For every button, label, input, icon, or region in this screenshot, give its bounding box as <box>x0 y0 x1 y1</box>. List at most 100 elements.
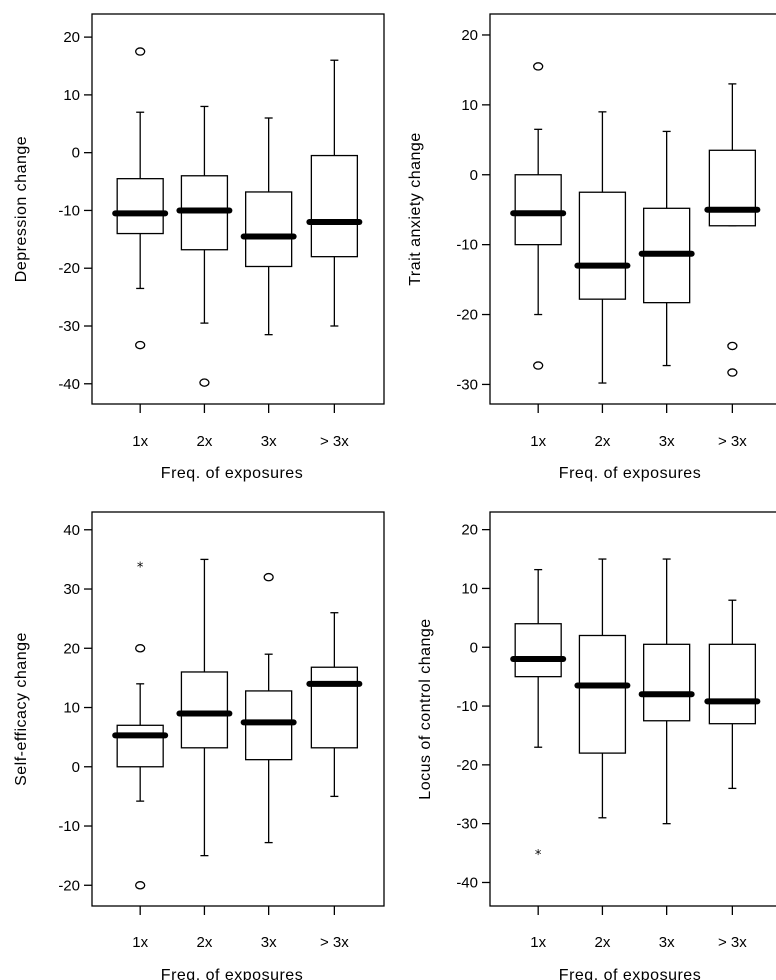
chart-panel-3: 40 30 20 10 0 -10 -20 1x 2x 3x > 3x Freq. of exposu… <box>13 511 385 980</box>
box-3x <box>240 117 297 336</box>
x-tick-label: > 3x <box>320 934 349 951</box>
y-tick-label: 0 <box>470 639 478 656</box>
outlier-circle <box>533 361 544 370</box>
outlier-circle <box>135 47 146 56</box>
iqr-box <box>708 149 757 227</box>
outlier-star: * <box>535 848 542 863</box>
box-2x <box>574 111 631 384</box>
iqr-box <box>245 191 293 268</box>
x-axis-label: Freq. of exposures <box>161 967 303 980</box>
outlier-circle <box>263 572 274 582</box>
iqr-box <box>116 724 164 768</box>
y-tick-label: 0 <box>470 167 478 184</box>
x-tick-label: 3x <box>659 934 675 951</box>
outlier-circle <box>135 340 146 350</box>
plot-frame <box>489 511 776 907</box>
y-tick-label: -30 <box>58 318 80 335</box>
y-tick-label: -10 <box>58 202 80 219</box>
outlier-circle <box>135 881 146 890</box>
x-tick-label: 1x <box>530 934 546 951</box>
x-tick-label: > 3x <box>718 433 747 450</box>
iqr-box <box>180 671 229 749</box>
x-tick-label: > 3x <box>718 934 747 951</box>
x-axis-label: Freq. of exposures <box>161 465 303 482</box>
x-axis-label: Freq. of exposures <box>559 967 701 980</box>
y-tick-label: 10 <box>461 580 478 597</box>
x-tick-label: > 3x <box>320 433 349 450</box>
plot-frame <box>91 511 385 907</box>
y-tick-label: -20 <box>456 757 478 774</box>
y-axis-label: Self-efficacy change <box>13 632 30 786</box>
chart-panel-2: 20 10 0 -10 -20 -30 1x 2x 3x > 3x Freq. of exposur… <box>407 13 776 482</box>
y-tick-label: 10 <box>461 97 478 114</box>
x-tick-label: 1x <box>132 433 148 450</box>
box-3x <box>240 572 297 844</box>
y-tick-label: -20 <box>58 260 80 277</box>
y-tick-label: 20 <box>63 29 80 46</box>
x-tick-label: 2x <box>594 433 610 450</box>
y-tick-label: -40 <box>456 874 478 891</box>
y-tick-label: 20 <box>63 640 80 657</box>
chart-panel-4: 20 10 0 -10 -20 -30 -40 1x 2x 3x > 3x Freq. of expo… <box>417 511 776 980</box>
iqr-box <box>514 623 562 678</box>
y-tick-label: 0 <box>72 759 80 776</box>
x-tick-label: 3x <box>261 433 277 450</box>
y-tick-label: -20 <box>456 307 478 324</box>
outlier-circle <box>727 368 738 377</box>
box-3x <box>306 612 363 798</box>
y-tick-label: -10 <box>456 237 478 254</box>
y-tick-label: -20 <box>58 877 80 894</box>
box-2x <box>176 558 233 857</box>
outlier-star: * <box>137 560 144 575</box>
x-tick-label: 2x <box>196 934 212 951</box>
iqr-box <box>310 154 359 258</box>
outlier-circle <box>727 341 738 351</box>
iqr-box <box>514 174 562 246</box>
y-tick-label: 30 <box>63 581 80 598</box>
x-tick-label: 3x <box>261 934 277 951</box>
y-tick-label: -10 <box>456 698 478 715</box>
y-tick-label: -30 <box>456 376 478 393</box>
iqr-box <box>578 634 627 754</box>
box-1x: * <box>510 568 567 863</box>
x-tick-label: 2x <box>196 433 212 450</box>
y-tick-label: -40 <box>58 376 80 393</box>
box-3x <box>704 599 761 790</box>
outlier-circle <box>199 378 210 387</box>
y-tick-label: 20 <box>461 522 478 539</box>
y-tick-label: 40 <box>63 522 80 539</box>
box-1x <box>510 62 567 370</box>
plot-frame <box>489 13 776 405</box>
plot-frame <box>91 13 385 405</box>
y-axis-label: Trait anxiety change <box>407 132 424 285</box>
x-tick-label: 3x <box>659 433 675 450</box>
outlier-circle <box>135 644 146 653</box>
box-3x <box>704 83 761 377</box>
box-1x <box>112 47 169 350</box>
y-tick-label: -30 <box>456 816 478 833</box>
x-tick-label: 1x <box>132 934 148 951</box>
y-axis-label: Locus of control change <box>417 618 434 799</box>
y-tick-label: 10 <box>63 87 80 104</box>
y-tick-label: 10 <box>63 700 80 717</box>
x-axis-label: Freq. of exposures <box>559 465 701 482</box>
y-tick-label: 20 <box>461 27 478 44</box>
x-tick-label: 2x <box>594 934 610 951</box>
iqr-box <box>708 643 757 725</box>
box-3x <box>638 130 695 367</box>
y-tick-label: 0 <box>72 145 80 162</box>
iqr-box <box>578 191 627 300</box>
outlier-circle <box>533 62 544 71</box>
x-tick-label: 1x <box>530 433 546 450</box>
iqr-box <box>116 178 164 235</box>
box-2x <box>176 105 233 387</box>
box-3x <box>638 558 695 825</box>
box-1x: * <box>112 560 169 890</box>
chart-panel-1: 20 10 0 -10 -20 -30 -40 1x 2x 3x > 3x Freq. of expo… <box>13 13 385 482</box>
box-3x <box>306 59 363 327</box>
iqr-box <box>310 666 359 749</box>
box-2x <box>574 558 631 819</box>
y-tick-label: -10 <box>58 818 80 835</box>
iqr-box <box>643 643 691 722</box>
